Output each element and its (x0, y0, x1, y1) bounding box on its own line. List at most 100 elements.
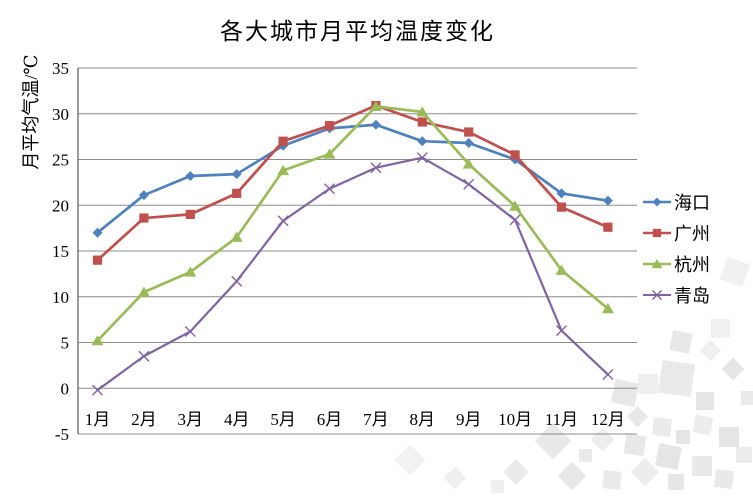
data-point-hangzhou[interactable] (91, 335, 104, 346)
data-point-qingdao[interactable] (556, 325, 567, 337)
data-point-qingdao[interactable] (92, 384, 103, 396)
diamond-marker-icon (652, 197, 662, 206)
legend-label-hangzhou: 杭州 (674, 254, 710, 275)
x-tick-label: 7月 (363, 410, 389, 429)
x-tick-label: 3月 (178, 410, 204, 429)
data-point-guangzhou[interactable] (185, 209, 195, 219)
legend-key-haikou (643, 197, 671, 206)
data-point-hangzhou[interactable] (509, 200, 522, 211)
legend-label-qingdao: 青岛 (674, 285, 710, 306)
data-point-qingdao[interactable] (277, 215, 289, 227)
legend-item-hangzhou[interactable]: 杭州 (642, 248, 710, 279)
data-point-qingdao[interactable] (184, 326, 196, 338)
data-point-guangzhou[interactable] (92, 255, 103, 265)
legend-item-haikou[interactable]: 海口 (642, 186, 710, 217)
data-point-hangzhou[interactable] (416, 106, 429, 117)
x-tick-label: 5月 (270, 410, 296, 429)
data-point-haikou[interactable] (417, 136, 428, 147)
legend-label-guangzhou: 广州 (674, 223, 710, 244)
data-point-hangzhou[interactable] (230, 231, 243, 242)
data-point-qingdao[interactable] (602, 369, 614, 381)
data-point-guangzhou[interactable] (556, 202, 567, 212)
data-point-guangzhou[interactable] (603, 222, 613, 232)
decor-square (578, 448, 592, 462)
square-marker-icon (652, 228, 662, 237)
y-tick-label: 25 (52, 151, 69, 170)
x-tick-label: 8月 (410, 410, 436, 429)
data-point-qingdao[interactable] (324, 183, 335, 195)
data-point-qingdao[interactable] (463, 178, 475, 190)
decor-square (741, 391, 753, 405)
data-point-qingdao[interactable] (138, 350, 150, 362)
data-point-haikou[interactable] (556, 188, 567, 199)
legend-key-guangzhou (643, 228, 671, 237)
decor-square (676, 430, 690, 444)
y-tick-label: 10 (52, 288, 69, 307)
x-tick-label: 4月 (224, 410, 250, 429)
x-tick-label: 12月 (591, 410, 625, 429)
chart-title: 各大城市月平均温度变化 (220, 19, 495, 44)
x-marker-icon (652, 289, 662, 300)
data-point-haikou[interactable] (370, 119, 381, 130)
data-point-haikou[interactable] (602, 195, 613, 206)
series-line-qingdao[interactable] (96, 156, 610, 392)
y-tick-label: 0 (61, 379, 70, 398)
x-tick-label: 11月 (545, 410, 578, 429)
data-point-haikou[interactable] (185, 170, 196, 181)
y-tick-label: -5 (55, 425, 69, 444)
legend-key-hangzhou (643, 258, 671, 268)
x-tick-label: 2月 (131, 410, 157, 429)
decor-square (696, 392, 714, 410)
decor-square (719, 427, 739, 447)
data-point-hangzhou[interactable] (277, 164, 290, 176)
data-point-haikou[interactable] (92, 227, 103, 238)
legend-item-guangzhou[interactable]: 广州 (642, 217, 710, 248)
y-tick-label: 5 (61, 334, 70, 353)
x-tick-label: 1月 (85, 410, 111, 429)
data-point-qingdao[interactable] (416, 152, 428, 164)
y-tick-label: 15 (52, 242, 69, 261)
data-point-hangzhou[interactable] (323, 148, 336, 159)
data-point-qingdao[interactable] (231, 275, 243, 287)
data-point-haikou[interactable] (138, 190, 149, 201)
data-point-hangzhou[interactable] (555, 264, 568, 275)
decor-square (692, 456, 712, 476)
legend-item-qingdao[interactable]: 青岛 (642, 279, 710, 310)
data-point-hangzhou[interactable] (601, 303, 614, 314)
data-point-guangzhou[interactable] (464, 127, 474, 137)
data-point-qingdao[interactable] (509, 214, 521, 226)
decor-square (490, 479, 504, 493)
data-point-guangzhou[interactable] (417, 117, 427, 127)
series-line-guangzhou[interactable] (96, 104, 610, 262)
data-point-guangzhou[interactable] (324, 121, 335, 131)
decor-square (736, 447, 752, 463)
series-line-hangzhou[interactable] (96, 105, 610, 343)
data-point-hangzhou[interactable] (462, 158, 475, 169)
data-point-hangzhou[interactable] (369, 100, 382, 112)
decor-square (668, 474, 684, 490)
triangle-marker-icon (651, 258, 663, 268)
data-point-haikou[interactable] (231, 169, 242, 180)
legend-key-qingdao (643, 289, 671, 300)
y-tick-label: 20 (52, 196, 69, 215)
x-tick-label: 6月 (317, 410, 343, 429)
decor-square (638, 374, 658, 394)
decor-square (710, 318, 730, 338)
y-tick-label: 35 (52, 59, 69, 78)
data-point-haikou[interactable] (463, 138, 474, 149)
x-tick-label: 10月 (498, 410, 532, 429)
data-point-qingdao[interactable] (370, 162, 382, 174)
legend: 海口 广州 杭州 青岛 (642, 186, 710, 310)
data-point-guangzhou[interactable] (278, 136, 288, 146)
legend-label-haikou: 海口 (674, 192, 710, 213)
data-point-guangzhou[interactable] (232, 188, 242, 198)
y-tick-label: 30 (52, 105, 69, 124)
data-point-hangzhou[interactable] (137, 286, 150, 297)
data-point-guangzhou[interactable] (510, 150, 520, 160)
data-point-guangzhou[interactable] (139, 213, 149, 223)
data-point-hangzhou[interactable] (184, 266, 197, 277)
